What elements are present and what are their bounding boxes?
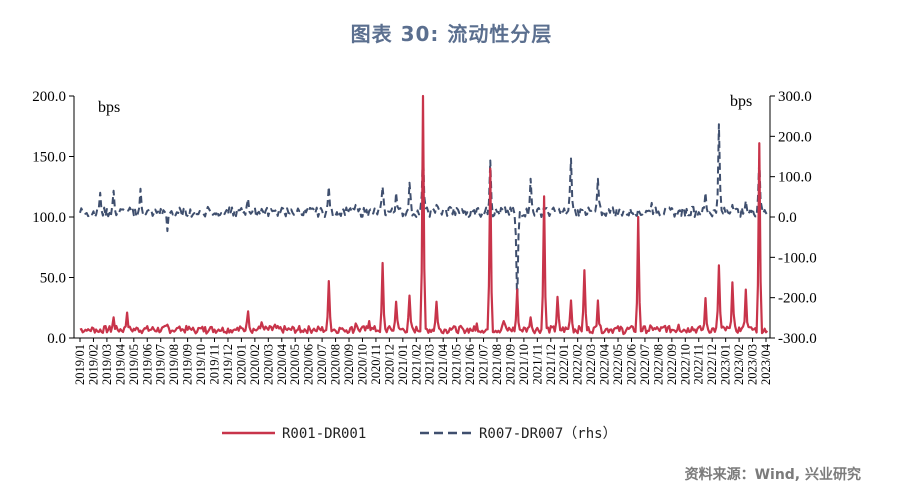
x-tick-label: 2021/03	[423, 344, 437, 385]
x-tick-label: 2021/02	[409, 344, 423, 385]
x-tick-label: 2020/12	[382, 344, 396, 385]
series-line-r001-dr001	[79, 94, 769, 336]
x-tick-label: 2022/06	[624, 344, 638, 385]
x-tick-label: 2021/10	[517, 344, 531, 385]
x-tick-label: 2022/02	[571, 344, 585, 385]
chart-title: 图表 30: 流动性分层	[350, 22, 553, 46]
x-tick-label: 2020/03	[261, 344, 275, 385]
left-tick-label: 0.0	[47, 331, 66, 347]
axes: 0.0 50.0 100.0 150.0 200.0 -300.0 -200.0 -100.0…	[32, 89, 817, 347]
x-tick-label: 2021/08	[490, 344, 504, 385]
x-tick-label: 2022/07	[638, 344, 652, 385]
x-tick-label: 2019/09	[181, 344, 195, 385]
left-tick-label: 100.0	[32, 210, 66, 226]
right-tick-label: 0.0	[778, 210, 797, 226]
x-tick-label: 2022/08	[651, 344, 665, 385]
x-tick-label: 2021/12	[544, 344, 558, 385]
x-tick-label: 2023/03	[746, 344, 760, 385]
right-tick-label: 300.0	[778, 89, 812, 105]
x-tick-label: 2020/10	[355, 344, 369, 385]
legend-label-r007-dr007: R007-DR007（rhs）	[479, 426, 617, 442]
x-tick-label: 2019/10	[194, 344, 208, 385]
x-tick-label: 2019/03	[100, 344, 114, 385]
x-tick-label: 2022/09	[665, 344, 679, 385]
x-tick-label: 2019/05	[127, 344, 141, 385]
x-tick-label: 2021/05	[450, 344, 464, 385]
source-note: 资料来源：Wind, 兴业研究	[684, 467, 861, 483]
x-tick-label: 2020/04	[275, 343, 289, 385]
right-tick-label: 100.0	[778, 170, 812, 186]
x-tick-label: 2023/02	[732, 344, 746, 385]
x-tick-label: 2023/01	[719, 344, 733, 385]
x-tick-label: 2020/01	[234, 344, 248, 385]
x-tick-label: 2020/09	[342, 344, 356, 385]
x-tick-label: 2021/01	[396, 344, 410, 385]
x-tick-label: 2019/02	[86, 344, 100, 385]
x-tick-labels: 2019/01 2019/02 2019/03 2019/04 2019/05 2019/…	[73, 343, 773, 385]
x-tick-label: 2020/05	[288, 344, 302, 385]
x-tick-label: 2019/08	[167, 344, 181, 385]
series-layer	[79, 94, 769, 336]
x-tick-label: 2020/06	[302, 344, 316, 385]
x-tick-label: 2021/04	[436, 343, 450, 385]
x-tick-label: 2020/02	[248, 344, 262, 385]
x-tick-label: 2022/12	[705, 344, 719, 385]
x-tick-label: 2020/08	[329, 344, 343, 385]
right-tick-label: -300.0	[778, 331, 817, 347]
x-tick-label: 2019/11	[208, 344, 222, 385]
x-tick-label: 2020/07	[315, 344, 329, 385]
x-tick-label: 2019/01	[73, 344, 87, 385]
x-tick-label: 2021/06	[463, 344, 477, 385]
x-tick-label: 2022/01	[557, 344, 571, 385]
x-tick-label: 2019/07	[154, 344, 168, 385]
x-tick-label: 2023/04	[759, 343, 773, 385]
x-tick-label: 2022/10	[678, 344, 692, 385]
x-tick-label: 2021/07	[477, 344, 491, 385]
right-unit-label: bps	[730, 93, 752, 110]
x-tick-label: 2021/09	[503, 344, 517, 385]
x-tick-label: 2022/05	[611, 344, 625, 385]
series-line-r007-dr007	[79, 123, 769, 307]
right-tick-label: -200.0	[778, 291, 817, 307]
x-tick-label: 2022/11	[692, 344, 706, 385]
left-unit-label: bps	[98, 99, 120, 116]
left-tick-label: 200.0	[32, 89, 66, 105]
x-tick-label: 2022/03	[584, 344, 598, 385]
left-tick-label: 150.0	[32, 150, 66, 166]
left-tick-label: 50.0	[40, 271, 66, 287]
legend-label-r001-dr001: R001-DR001	[282, 426, 366, 442]
x-tick-label: 2019/04	[113, 343, 127, 385]
right-tick-label: 200.0	[778, 129, 812, 145]
x-tick-label: 2020/11	[369, 344, 383, 385]
x-tick-label: 2019/12	[221, 344, 235, 385]
x-tick-label: 2021/11	[530, 344, 544, 385]
legend: R001-DR001 R007-DR007（rhs）	[222, 426, 617, 442]
x-tick-label: 2019/06	[140, 344, 154, 385]
right-tick-label: -100.0	[778, 250, 817, 266]
x-tick-label: 2022/04	[598, 343, 612, 385]
